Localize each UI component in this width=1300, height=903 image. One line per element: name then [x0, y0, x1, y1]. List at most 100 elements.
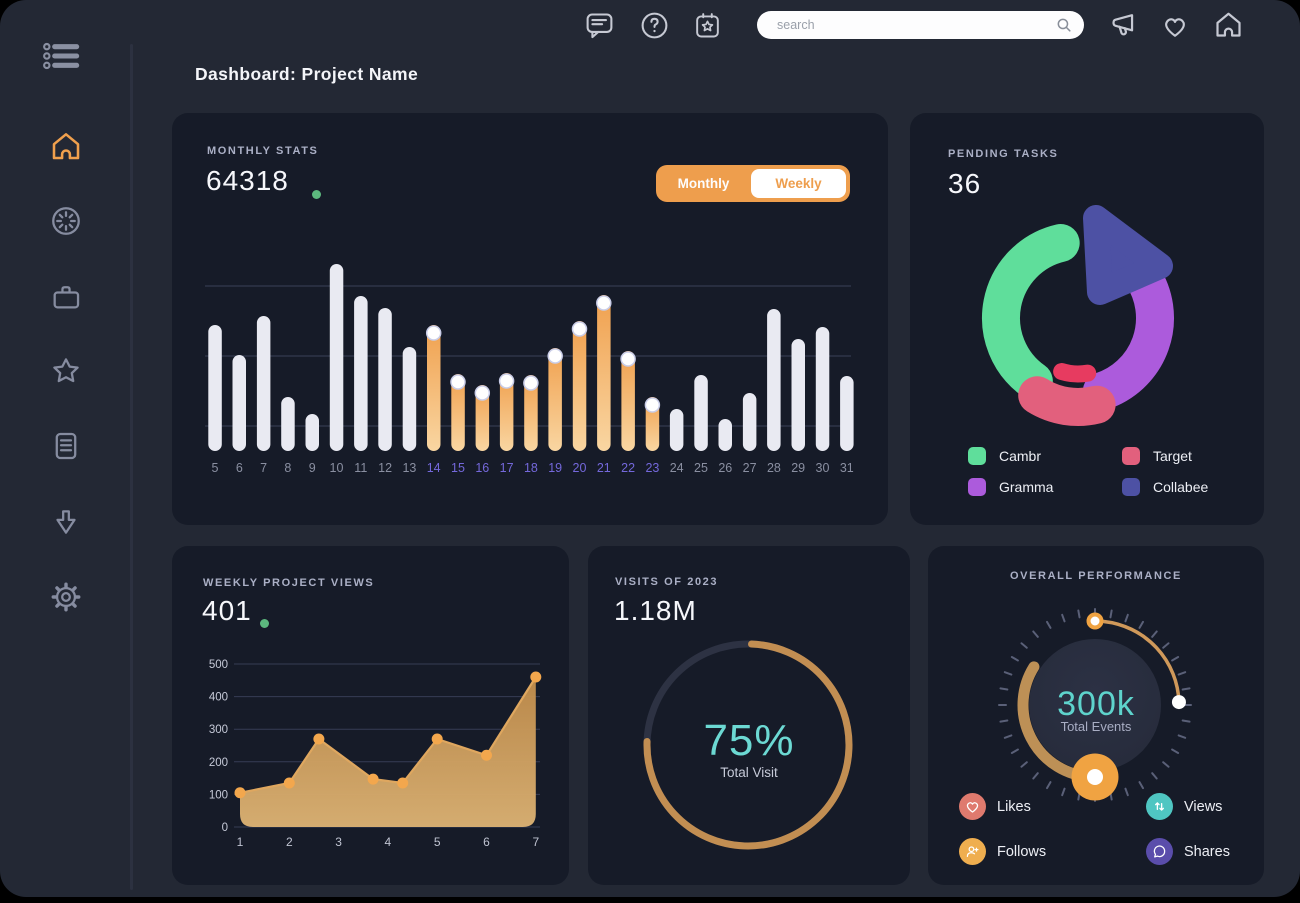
sidebar-item-briefcase[interactable]	[0, 279, 131, 318]
sidebar-item-notes[interactable]	[0, 429, 131, 468]
card-label: MONTHLY STATS	[207, 145, 319, 157]
home-icon	[48, 128, 84, 169]
calendar-star-icon[interactable]	[692, 10, 723, 46]
legend-item: Follows	[959, 838, 1046, 865]
sidebar-item-settings[interactable]	[0, 580, 131, 619]
weekly-toggle-button[interactable]: Weekly	[751, 169, 846, 198]
monthly-stats-value: 64318	[206, 165, 289, 196]
gear-icon	[49, 580, 83, 619]
card-label: OVERALL PERFORMANCE	[1010, 570, 1182, 582]
card-label: WEEKLY PROJECT VIEWS	[203, 577, 375, 589]
svg-text:3: 3	[335, 835, 342, 849]
svg-text:17: 17	[500, 461, 514, 475]
svg-text:2: 2	[286, 835, 293, 849]
card-label: PENDING TASKS	[948, 148, 1059, 160]
svg-text:16: 16	[475, 461, 489, 475]
sidebar-divider	[130, 44, 133, 890]
svg-text:25: 25	[694, 461, 708, 475]
svg-text:500: 500	[209, 659, 228, 671]
svg-text:6: 6	[483, 835, 490, 849]
pending-tasks-card: PENDING TASKS 36 Cambr Target Gramma Col…	[910, 113, 1264, 525]
svg-text:9: 9	[309, 461, 316, 475]
legend-item: Target	[1122, 447, 1192, 465]
sidebar	[0, 0, 131, 897]
performance-gauge	[998, 608, 1192, 802]
sidebar-item-activity[interactable]	[0, 204, 131, 243]
legend-item: Collabee	[1122, 478, 1208, 496]
legend-label: Likes	[997, 798, 1031, 815]
monthly-toggle-button[interactable]: Monthly	[677, 176, 730, 191]
svg-text:4: 4	[385, 835, 392, 849]
weekly-views-area-chart: 500 400 300 200 100 01 2 3 4 5 6 7	[209, 659, 542, 849]
svg-text:300: 300	[209, 724, 228, 736]
legend-label: Collabee	[1153, 479, 1209, 495]
trend-dot	[260, 619, 269, 628]
legend-swatch	[1122, 478, 1140, 496]
svg-text:26: 26	[718, 461, 732, 475]
user-plus-icon	[959, 838, 986, 865]
card-label: VISITS OF 2023	[615, 576, 719, 588]
legend-item: Views	[1146, 793, 1222, 820]
legend-label: Views	[1184, 798, 1223, 815]
heart-icon[interactable]	[1160, 11, 1190, 46]
trend-dot	[312, 190, 321, 199]
sidebar-item-favorites[interactable]	[0, 354, 131, 393]
svg-text:400: 400	[209, 692, 228, 704]
svg-text:7: 7	[260, 461, 267, 475]
monthly-stats-card: MONTHLY STATS 64318 Monthly Weekly 5 6 7 8 9…	[172, 113, 888, 525]
svg-text:22: 22	[621, 461, 635, 475]
search-input[interactable]	[775, 17, 1055, 33]
svg-text:7: 7	[532, 835, 539, 849]
megaphone-icon[interactable]	[1108, 9, 1141, 47]
svg-text:28: 28	[767, 461, 781, 475]
svg-text:5: 5	[434, 835, 441, 849]
svg-text:10: 10	[330, 461, 344, 475]
chat-icon[interactable]	[584, 10, 615, 46]
search-icon[interactable]	[1055, 16, 1074, 35]
help-icon[interactable]	[639, 10, 670, 46]
svg-text:5: 5	[212, 461, 219, 475]
svg-text:100: 100	[209, 789, 228, 801]
pending-tasks-value: 36	[948, 168, 982, 199]
legend-item: Shares	[1146, 838, 1230, 865]
legend-label: Follows	[997, 843, 1047, 860]
svg-text:19: 19	[548, 461, 562, 475]
svg-text:18: 18	[524, 461, 538, 475]
svg-text:31: 31	[840, 461, 854, 475]
weekly-views-card: WEEKLY PROJECT VIEWS 4 01 500 400 300 200 100…	[172, 546, 569, 885]
menu-list-icon[interactable]	[42, 40, 82, 77]
legend-item: Gramma	[968, 478, 1053, 496]
legend-swatch	[968, 478, 986, 496]
svg-text:12: 12	[378, 461, 392, 475]
home-icon[interactable]	[1212, 8, 1245, 46]
legend-label: Gramma	[999, 479, 1054, 495]
chat-bubble-icon	[1146, 838, 1173, 865]
search-bar	[757, 11, 1084, 39]
svg-text:21: 21	[597, 461, 611, 475]
page-title: Dashboard: Project Name	[195, 64, 419, 84]
legend-item: Likes	[959, 793, 1031, 820]
document-icon	[49, 429, 83, 468]
download-arrow-icon	[49, 505, 83, 544]
svg-text:15: 15	[451, 461, 465, 475]
performance-total: 300k	[1057, 685, 1135, 723]
svg-text:20: 20	[573, 461, 587, 475]
svg-text:27: 27	[743, 461, 757, 475]
svg-text:200: 200	[209, 757, 228, 769]
legend-label: Shares	[1184, 843, 1230, 860]
legend-label: Cambr	[999, 448, 1042, 464]
svg-text:0: 0	[222, 822, 228, 834]
svg-text:1: 1	[237, 835, 244, 849]
sidebar-item-downloads[interactable]	[0, 505, 131, 544]
activity-spinner-icon	[49, 204, 83, 243]
performance-caption: Total Events	[1060, 719, 1132, 734]
sidebar-item-home[interactable]	[0, 128, 131, 169]
arrows-up-down-icon	[1146, 793, 1173, 820]
performance-card: OVERALL PERFORMANCE 300k Total Events Li…	[928, 546, 1264, 885]
legend-swatch	[1122, 447, 1140, 465]
legend-item: Cambr	[968, 447, 1041, 465]
visits-value: 1.18M	[614, 595, 697, 626]
monthly-bar-chart: 5 6 7 8 9 10 11 12 13 14 15 16 17 18 19 20 21 22 23 24 25 26 2…	[205, 264, 854, 475]
svg-text:29: 29	[791, 461, 805, 475]
